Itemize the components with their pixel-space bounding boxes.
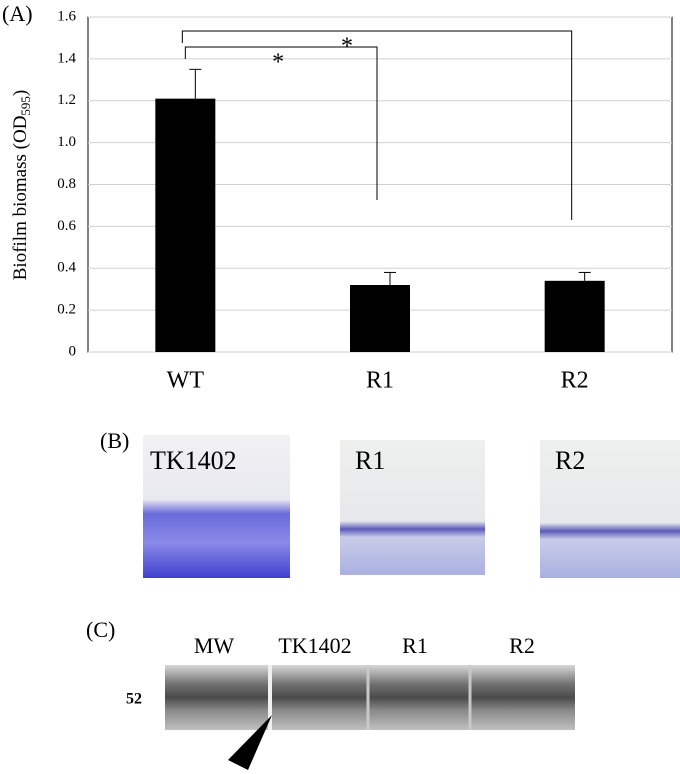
lane-label: R2 — [509, 633, 535, 658]
gel — [165, 665, 575, 730]
lane-label: TK1402 — [278, 633, 351, 658]
significance-bracket — [181, 30, 573, 220]
y-axis-label: Biofilm biomass (OD595) — [10, 90, 33, 281]
y-label-end: ) — [10, 90, 31, 96]
photo — [340, 440, 485, 575]
arrowhead — [228, 715, 272, 770]
y-tick-label: 0.4 — [57, 260, 76, 276]
y-tick-label: 1.2 — [57, 92, 76, 108]
x-tick-label: R2 — [561, 368, 589, 394]
marker-label: 52 — [126, 691, 142, 708]
significance-label: * — [272, 50, 284, 76]
panel-label: (B) — [100, 428, 129, 453]
x-tick-label: WT — [167, 368, 205, 394]
panel-label: (C) — [86, 617, 115, 642]
bar — [544, 280, 605, 352]
x-tick-label: R1 — [366, 368, 394, 394]
significance-bracket — [184, 46, 378, 200]
lane-label: MW — [194, 633, 235, 658]
photo-label: TK1402 — [150, 446, 237, 475]
y-tick-label: 1.4 — [57, 50, 76, 66]
bar — [350, 285, 410, 352]
photo — [540, 440, 680, 578]
y-label-text: Biofilm biomass (OD — [10, 116, 31, 281]
photo-label: R1 — [355, 446, 385, 475]
lane-label: R1 — [402, 633, 428, 658]
y-tick-label: 1.6 — [57, 8, 76, 24]
bar — [155, 98, 216, 352]
photo-label: R2 — [555, 446, 585, 475]
y-tick-label: 1.0 — [57, 134, 76, 150]
y-tick-label: 0.6 — [57, 218, 76, 234]
y-tick-label: 0.8 — [57, 176, 76, 192]
significance-label: * — [341, 34, 353, 60]
panel-label: (A) — [2, 1, 33, 26]
y-label-sub: 595 — [18, 96, 33, 116]
y-tick-label: 0.2 — [57, 302, 76, 318]
photo — [143, 435, 290, 578]
y-tick-label: 0 — [69, 343, 77, 359]
